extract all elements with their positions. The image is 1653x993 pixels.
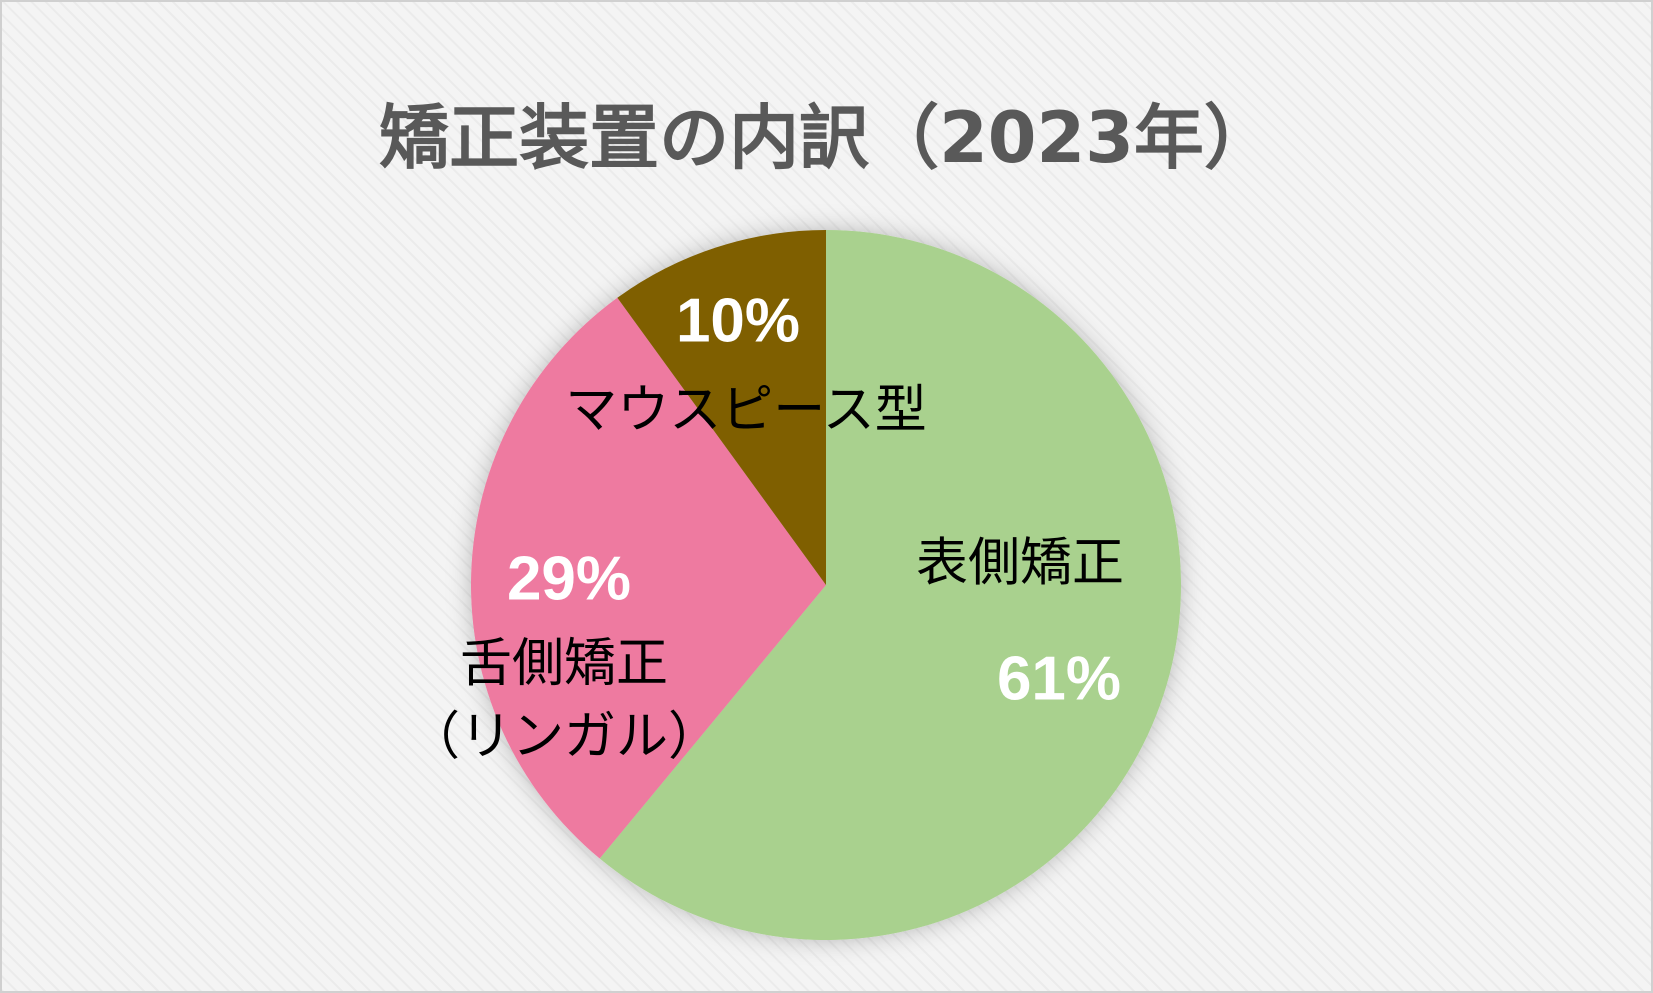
- pie-slice: [599, 230, 1181, 940]
- value-label: 10%: [675, 286, 801, 356]
- value-label: 61%: [996, 644, 1122, 714]
- category-label: 舌側矯正 （リンガル）: [407, 634, 721, 767]
- category-label: 表側矯正: [915, 533, 1125, 594]
- value-label: 29%: [506, 544, 632, 614]
- chart-title: 矯正装置の内訳（2023年）: [379, 97, 1274, 179]
- category-label: マウスピース型: [565, 380, 927, 441]
- pie-slice: [617, 230, 826, 585]
- pie-slice: [470, 297, 826, 859]
- pie: [470, 230, 1181, 940]
